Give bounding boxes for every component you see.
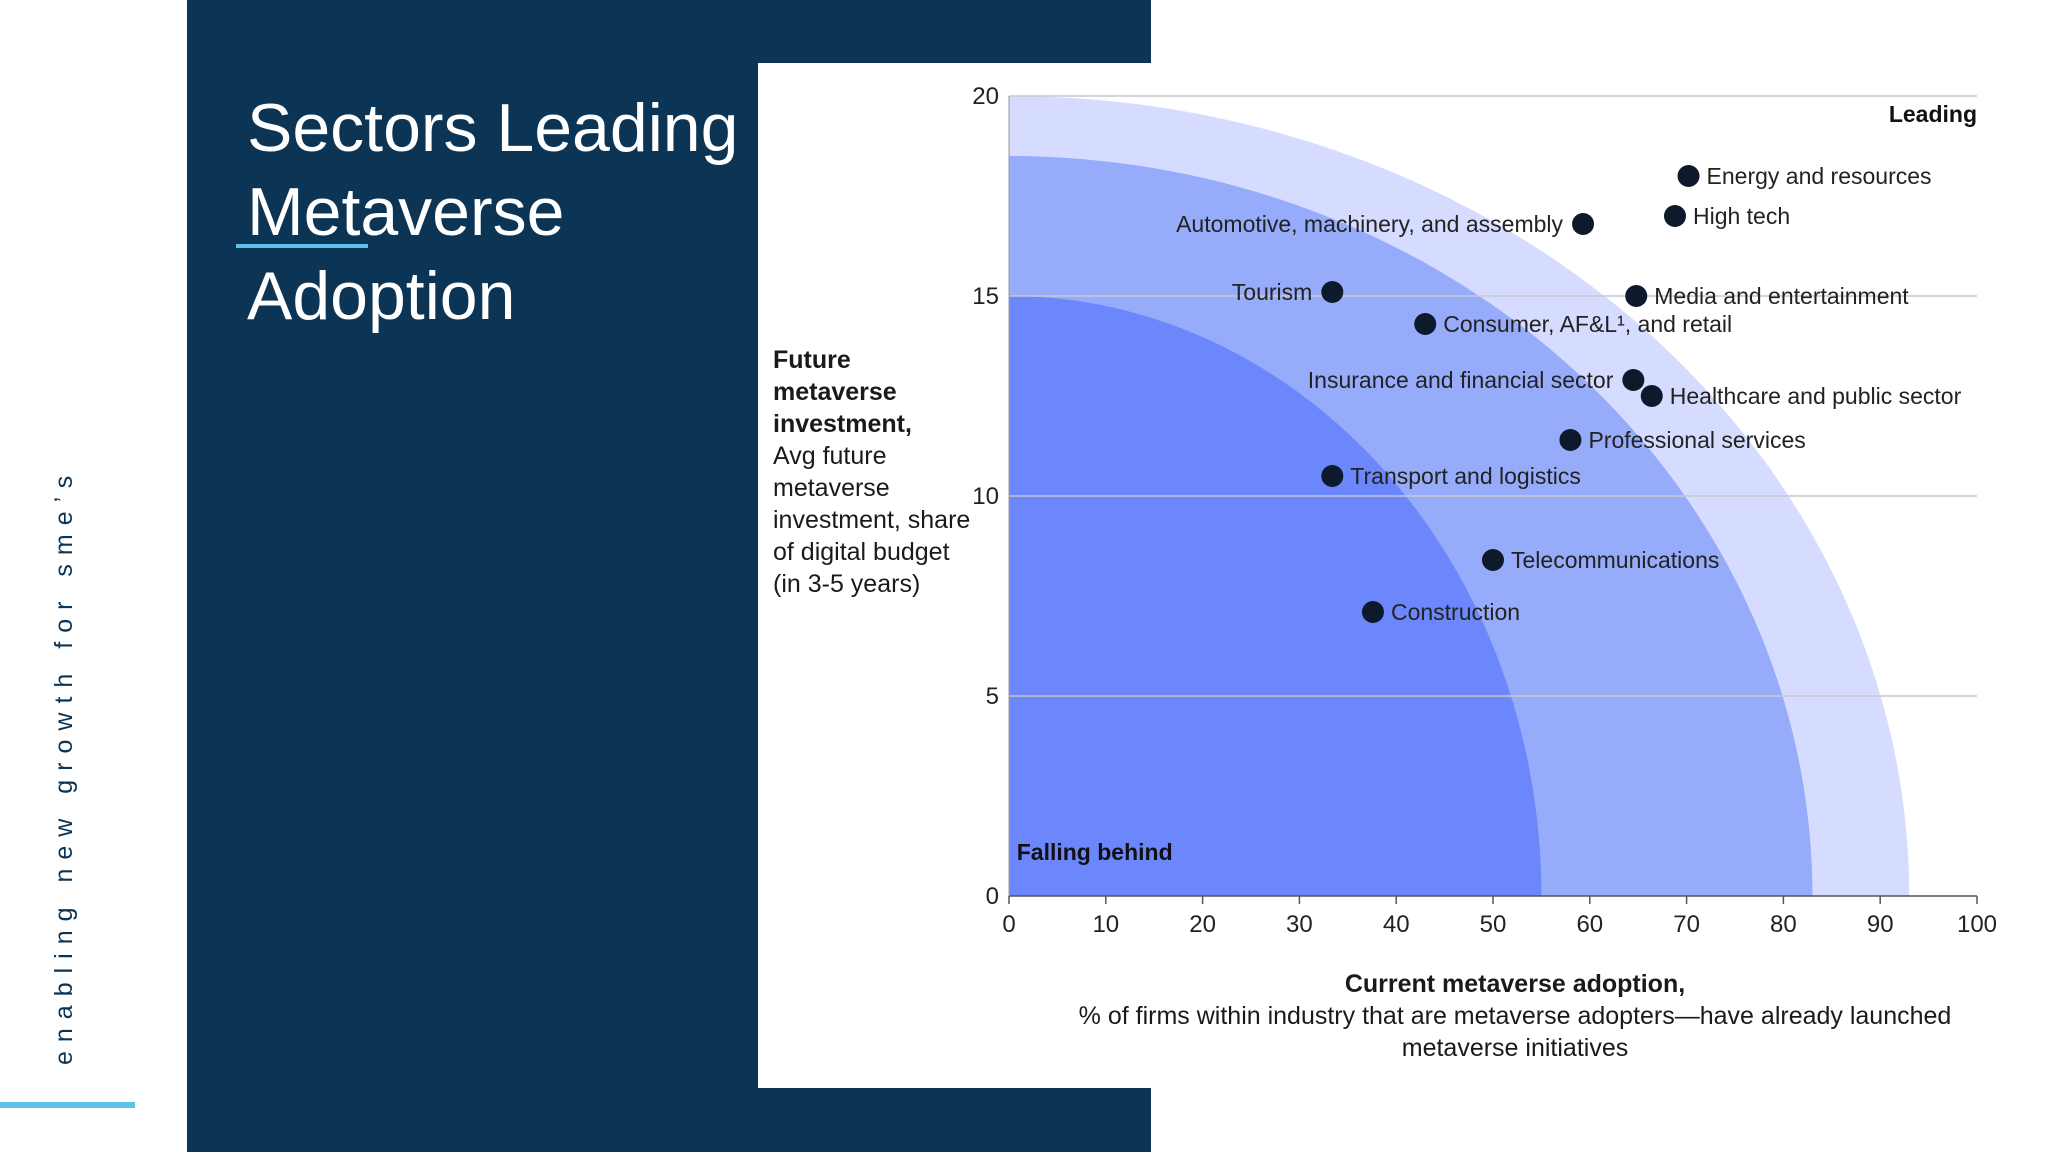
y-axis-title-note: (in 3-5 years) — [773, 570, 921, 598]
data-point-4 — [1321, 281, 1344, 303]
x-tick-label-70: 70 — [1673, 911, 1700, 938]
band-3 — [1009, 296, 1542, 896]
x-tick-label-80: 80 — [1770, 911, 1797, 938]
data-label-3: Automotive, machinery, and assembly — [1176, 211, 1563, 237]
x-tick-label-50: 50 — [1480, 911, 1507, 938]
x-axis-title-text: % of firms within industry that are meta… — [1078, 1002, 1952, 1062]
data-point-11 — [1482, 549, 1504, 571]
y-tick-label-20: 20 — [972, 83, 999, 110]
y-tick-label-15: 15 — [972, 283, 999, 310]
data-label-8: Healthcare and public sector — [1670, 383, 1962, 409]
title-line-2: Metaverse — [247, 174, 565, 250]
x-tick-label-20: 20 — [1189, 911, 1216, 938]
x-tick-label-90: 90 — [1867, 911, 1894, 938]
data-point-6 — [1414, 313, 1437, 335]
data-point-9 — [1559, 429, 1582, 451]
data-label-12: Construction — [1391, 599, 1520, 625]
data-point-1 — [1677, 165, 1700, 187]
data-label-2: High tech — [1693, 203, 1790, 229]
x-tick-label-0: 0 — [1002, 911, 1015, 938]
x-tick-label-60: 60 — [1576, 911, 1603, 938]
title-underline — [236, 244, 368, 248]
x-axis-title: Current metaverse adoption, % of firms w… — [1020, 968, 2010, 1064]
data-label-6: Consumer, AF&L¹, and retail — [1443, 311, 1732, 337]
data-point-10 — [1321, 465, 1344, 487]
data-point-3 — [1572, 213, 1595, 235]
x-tick-label-10: 10 — [1092, 911, 1119, 938]
data-point-12 — [1361, 601, 1384, 623]
data-point-2 — [1663, 205, 1686, 227]
y-axis-title-bold: Future metaverse investment, — [773, 346, 912, 438]
data-label-9: Professional services — [1588, 427, 1805, 453]
zone-label-leading: Leading — [1889, 101, 1977, 127]
page-title: Sectors Leading Metaverse Adoption — [247, 86, 738, 338]
y-tick-label-0: 0 — [986, 883, 999, 910]
x-tick-label-30: 30 — [1286, 911, 1313, 938]
data-label-1: Energy and resources — [1707, 163, 1932, 189]
zone-label-falling-behind: Falling behind — [1017, 839, 1173, 865]
sidebar-accent-line — [0, 1102, 135, 1108]
y-axis-title-text: Avg future metaverse investment, share o… — [773, 442, 971, 566]
title-line-1: Sectors Leading — [247, 90, 739, 166]
title-line-3: Adoption — [247, 258, 516, 334]
data-label-11: Telecommunications — [1511, 547, 1719, 573]
data-label-7: Insurance and financial sector — [1308, 367, 1614, 393]
x-tick-label-100: 100 — [1957, 911, 1997, 938]
y-tick-label-10: 10 — [972, 483, 999, 510]
y-tick-label-5: 5 — [986, 683, 999, 710]
y-axis-title: Future metaverse investment, Avg future … — [773, 344, 973, 600]
data-label-5: Media and entertainment — [1654, 283, 1909, 309]
x-axis-title-bold: Current metaverse adoption, — [1344, 970, 1686, 998]
data-point-8 — [1640, 385, 1663, 407]
data-label-10: Transport and logistics — [1350, 463, 1581, 489]
data-point-7 — [1622, 369, 1645, 391]
data-label-4: Tourism — [1232, 279, 1313, 305]
data-point-5 — [1625, 285, 1648, 307]
x-tick-label-40: 40 — [1383, 911, 1410, 938]
